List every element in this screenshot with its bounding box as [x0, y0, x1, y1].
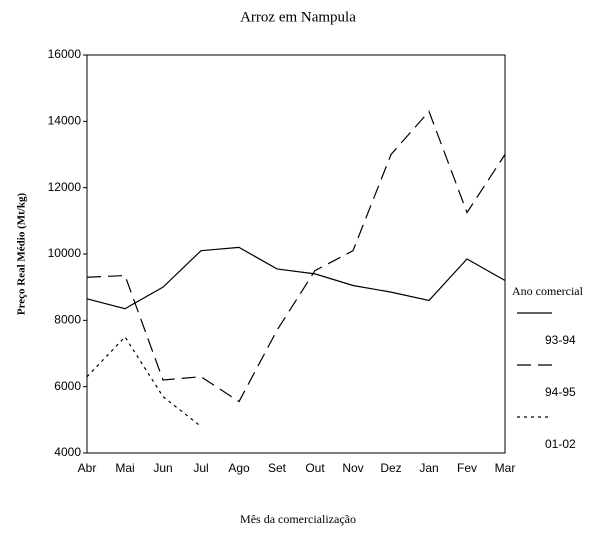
- series-line: [86, 246, 506, 310]
- x-tick-label: Jun: [153, 461, 172, 475]
- legend-label: 94-95: [545, 385, 576, 399]
- legend-label: 01-02: [545, 437, 576, 451]
- y-tick-label: 10000: [48, 246, 82, 260]
- x-tick-label: Nov: [342, 461, 363, 475]
- x-tick-label: Mai: [115, 461, 134, 475]
- x-tick-label: Fev: [457, 461, 477, 475]
- x-tick-label: Abr: [78, 461, 97, 475]
- legend-label: 93-94: [545, 333, 576, 347]
- plot-frame: [86, 54, 506, 454]
- legend-title: Ano comercial: [512, 284, 584, 298]
- x-tick-label: Dez: [380, 461, 401, 475]
- x-axis-label: Mês da comercialização: [240, 512, 356, 526]
- y-tick-label: 6000: [54, 379, 81, 393]
- x-tick-label: Ago: [228, 461, 250, 475]
- chart-title: Arroz em Nampula: [240, 9, 356, 25]
- x-tick-label: Jan: [419, 461, 438, 475]
- y-tick-label: 14000: [48, 114, 82, 128]
- y-tick-label: 16000: [48, 47, 82, 61]
- series-line: [86, 335, 202, 427]
- y-tick-label: 12000: [48, 180, 82, 194]
- y-axis-label: Preço Real Médio (Mt/kg): [16, 193, 28, 316]
- x-tick-label: Set: [268, 461, 287, 475]
- y-tick-label: 8000: [54, 313, 81, 327]
- series-line: [86, 110, 506, 403]
- x-tick-label: Out: [305, 461, 325, 475]
- y-tick-label: 4000: [54, 445, 81, 459]
- x-tick-label: Mar: [495, 461, 516, 475]
- x-tick-label: Jul: [193, 461, 208, 475]
